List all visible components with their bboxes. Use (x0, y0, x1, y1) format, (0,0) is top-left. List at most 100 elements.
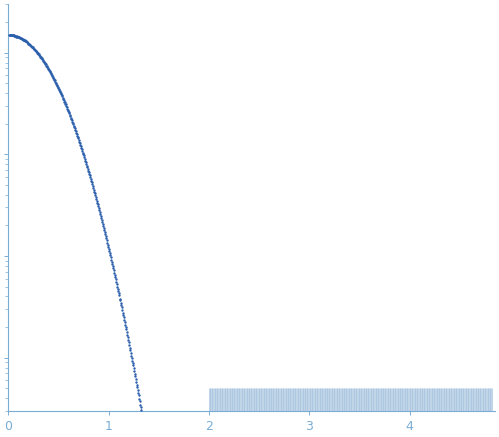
Point (63, 105, 71, 112)
Point (41, 59, 49, 66)
Point (38, 55, 46, 62)
Point (31, 46, 39, 53)
Point (42, 61, 50, 68)
Point (46, 68, 54, 75)
Point (104, 243, 112, 250)
Point (89, 184, 97, 191)
Point (19, 36, 27, 43)
Point (113, 283, 121, 290)
Point (58, 93, 66, 100)
Point (66, 111, 74, 118)
Point (85, 170, 93, 177)
Point (41, 60, 49, 67)
Point (37, 54, 45, 61)
Point (95, 207, 103, 214)
Point (125, 339, 133, 346)
Point (100, 227, 108, 234)
Point (67, 115, 75, 122)
Point (43, 62, 51, 69)
Point (30, 45, 38, 52)
Point (115, 290, 123, 297)
Point (64, 108, 72, 114)
Point (88, 179, 96, 186)
Point (84, 165, 92, 172)
Point (17, 35, 25, 42)
Point (54, 84, 62, 91)
Point (71, 127, 79, 134)
Point (33, 49, 41, 56)
Point (102, 233, 110, 240)
Point (40, 58, 48, 65)
Point (99, 223, 107, 230)
Point (105, 247, 113, 254)
Point (61, 100, 69, 107)
Point (14, 33, 22, 40)
Point (36, 53, 44, 60)
Point (120, 316, 128, 323)
Point (34, 50, 42, 57)
Point (36, 52, 44, 59)
Point (133, 381, 141, 388)
Point (97, 215, 105, 222)
Point (34, 50, 42, 57)
Point (83, 162, 91, 169)
Point (70, 124, 78, 131)
Point (87, 176, 95, 183)
Point (111, 271, 119, 278)
Point (94, 203, 102, 210)
Point (139, 415, 147, 422)
Point (99, 221, 107, 228)
Point (132, 379, 140, 386)
Point (55, 87, 63, 94)
Point (91, 190, 99, 197)
Point (77, 144, 85, 151)
Point (124, 336, 132, 343)
Point (38, 56, 46, 63)
Point (21, 37, 29, 44)
Point (119, 309, 127, 316)
Point (66, 112, 74, 119)
Point (86, 173, 94, 180)
Point (101, 229, 109, 236)
Point (94, 201, 102, 208)
Point (35, 51, 43, 58)
Point (24, 40, 32, 47)
Point (133, 384, 141, 391)
Point (98, 218, 106, 225)
Point (8, 31, 16, 38)
Point (74, 135, 82, 142)
Point (128, 354, 136, 361)
Point (57, 91, 65, 98)
Point (118, 307, 126, 314)
Point (134, 389, 142, 396)
Point (35, 52, 43, 59)
Point (142, 432, 150, 437)
Point (62, 101, 70, 108)
Point (28, 44, 36, 51)
Point (73, 130, 81, 137)
Point (140, 420, 148, 427)
Point (119, 312, 127, 319)
Point (65, 110, 73, 117)
Point (75, 138, 83, 145)
Point (136, 401, 144, 408)
Point (123, 329, 131, 336)
Point (78, 146, 86, 153)
Point (82, 159, 90, 166)
Point (86, 172, 94, 179)
Point (122, 324, 130, 331)
Point (7, 31, 15, 38)
Point (73, 132, 81, 139)
Point (107, 257, 115, 264)
Point (15, 34, 23, 41)
Point (50, 76, 58, 83)
Point (62, 103, 70, 110)
Point (49, 73, 57, 80)
Point (118, 304, 126, 311)
Point (60, 97, 68, 104)
Point (76, 139, 84, 146)
Point (116, 297, 124, 304)
Point (10, 32, 18, 39)
Point (130, 365, 138, 372)
Point (48, 72, 56, 79)
